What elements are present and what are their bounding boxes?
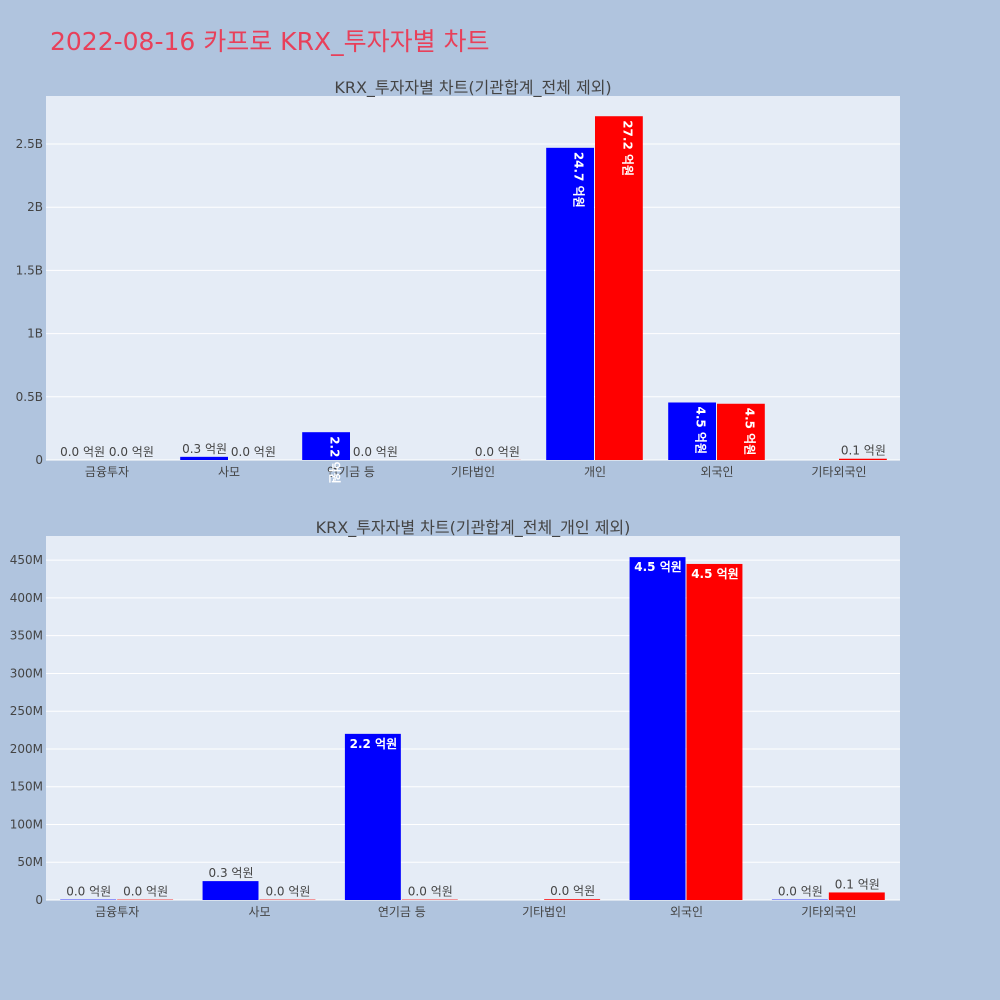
data-label: 0.0 억원 [66,885,111,899]
y-tick-label: 0.5B [16,390,43,404]
y-tick-label: 400M [10,591,43,605]
y-tick-label: 1.5B [16,263,43,277]
data-label: 2.2 억원 [328,436,342,484]
bar [202,881,259,900]
data-label: 0.0 억원 [60,445,105,459]
y-tick-label: 150M [10,780,43,794]
y-tick-label: 0 [35,453,43,467]
data-label: 0.0 억원 [123,885,168,899]
data-label: 0.0 억원 [109,445,154,459]
x-tick-label: 기타법인 [522,905,566,919]
x-tick-label: 금융투자 [95,905,139,919]
y-tick-label: 50M [17,855,43,869]
x-tick-label: 기타외국인 [811,465,866,479]
x-tick-label: 사모 [248,905,270,919]
data-label: 24.7 억원 [572,152,586,208]
data-label: 27.2 억원 [620,120,634,176]
data-label: 0.0 억원 [408,885,453,899]
data-label: 0.3 억원 [209,866,254,880]
y-tick-label: 2B [27,200,43,214]
bar [344,733,401,900]
data-label: 0.1 억원 [841,444,886,458]
data-label: 4.5 억원 [742,408,756,456]
x-tick-label: 개인 [584,465,606,479]
data-label: 0.0 억원 [231,445,276,459]
data-label: 0.1 억원 [835,877,880,891]
y-tick-label: 1B [27,327,43,341]
plot-area [46,536,900,900]
y-tick-label: 300M [10,666,43,680]
bar [828,892,885,900]
x-tick-label: 외국인 [700,465,733,479]
y-tick-label: 2.5B [16,137,43,151]
data-label: 0.0 억원 [475,445,520,459]
page-title: 2022-08-16 카프로 KRX_투자자별 차트 [50,27,490,56]
bar [302,432,350,460]
y-tick-label: 350M [10,629,43,643]
bar [180,456,228,460]
x-tick-label: 연기금 등 [327,465,375,479]
chart-title: KRX_투자자별 차트(기관합계_전체_개인 제외) [316,518,631,538]
data-label: 0.0 억원 [778,885,823,899]
bar [595,116,643,460]
x-tick-label: 기타법인 [451,465,495,479]
chart-all-investors: KRX_투자자별 차트(기관합계_전체 제외) 0 0.5B 1B 1.5B 2B 2.5B… [16,78,900,484]
x-tick-label: 기타외국인 [801,905,856,919]
y-tick-label: 200M [10,742,43,756]
x-tick-label: 금융투자 [85,465,129,479]
bar [629,557,686,900]
data-label: 0.3 억원 [182,442,227,456]
bar [668,402,716,460]
y-tick-label: 450M [10,553,43,567]
bar [717,403,765,460]
bar [546,147,594,460]
data-label: 4.5 억원 [694,406,708,454]
x-tick-label: 사모 [218,465,240,479]
data-label: 4.5 억원 [634,560,682,574]
data-label: 2.2 억원 [350,737,398,751]
chart-title: KRX_투자자별 차트(기관합계_전체 제외) [334,78,611,98]
bar [839,458,887,460]
plot-area [46,96,900,460]
y-tick-label: 0 [35,893,43,907]
data-label: 0.0 억원 [550,884,595,898]
data-label: 4.5 억원 [691,567,739,581]
data-label: 0.0 억원 [353,445,398,459]
bar [686,563,743,900]
chart-excluding-individuals: KRX_투자자별 차트(기관합계_전체_개인 제외) 0 50M 100M 150M 20… [10,518,900,919]
data-label: 0.0 억원 [265,885,310,899]
y-tick-label: 100M [10,817,43,831]
x-tick-label: 연기금 등 [378,905,426,919]
bar [544,899,601,900]
x-tick-label: 외국인 [670,905,703,919]
y-tick-label: 250M [10,704,43,718]
